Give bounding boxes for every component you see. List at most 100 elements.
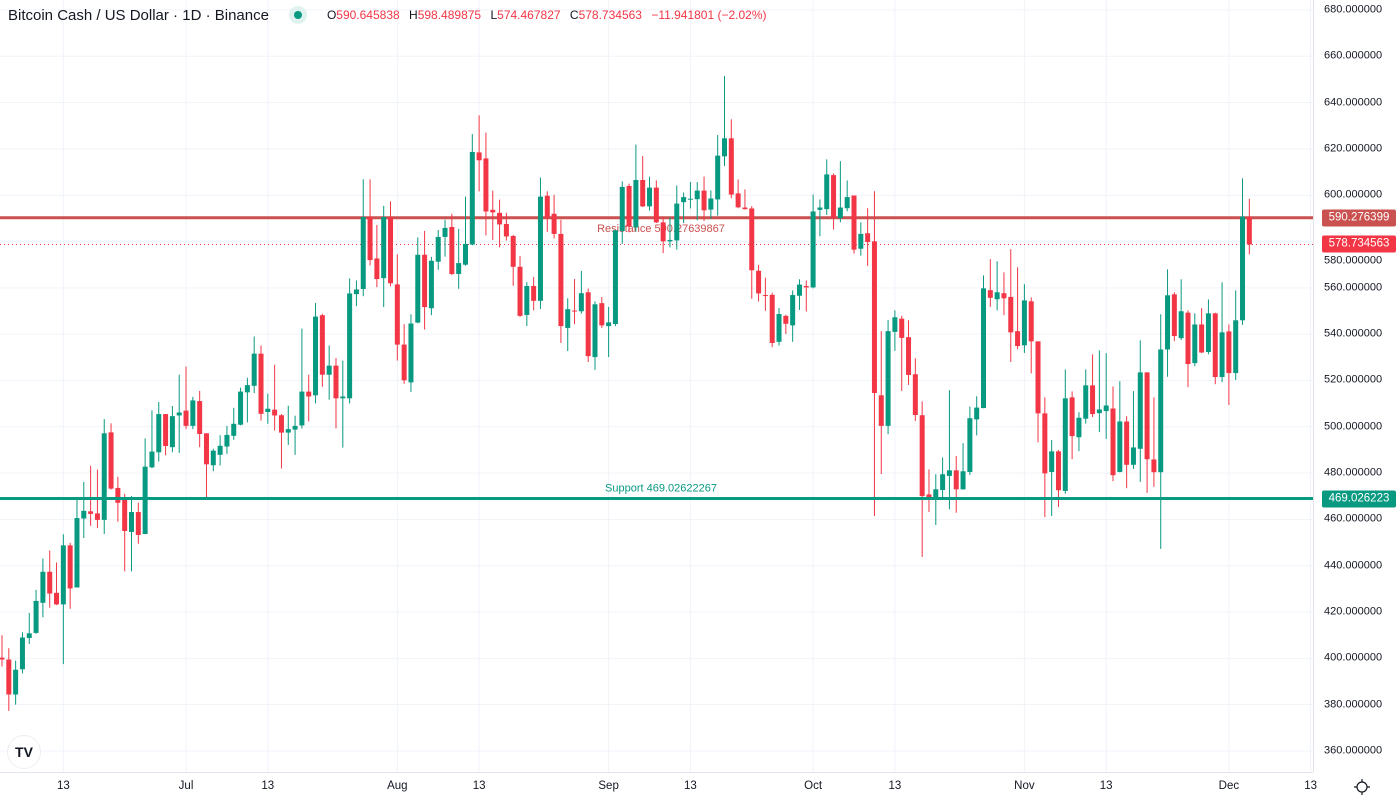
candle <box>183 366 189 430</box>
candle-body <box>810 211 816 288</box>
y-tick-label: 380.000000 <box>1324 698 1383 711</box>
time-axis[interactable]: 13 Jul 13 Aug 13 Sep 13 Oct 13 Nov 13 Dec 13 <box>0 772 1317 801</box>
candle <box>919 401 925 557</box>
candle <box>974 396 980 436</box>
candle <box>592 301 598 370</box>
candle-body <box>388 217 394 284</box>
candle-body <box>1055 451 1061 491</box>
candle <box>388 201 394 287</box>
candle <box>578 270 584 314</box>
settings-gear-icon[interactable] <box>1352 777 1372 797</box>
candle-body <box>224 434 230 447</box>
candle <box>953 455 959 513</box>
candle <box>122 493 128 572</box>
candle <box>1130 391 1136 469</box>
candle <box>640 156 646 208</box>
x-tick-label: Nov <box>1014 780 1035 792</box>
candle-body <box>1110 408 1116 476</box>
candle <box>1219 282 1225 383</box>
candle-body <box>1137 372 1143 449</box>
candle-body <box>1090 385 1096 415</box>
candle <box>1226 324 1232 406</box>
candle-body <box>1049 451 1055 472</box>
candle <box>306 374 312 422</box>
candle <box>1205 299 1211 355</box>
candle <box>101 419 107 535</box>
candle <box>1069 391 1075 460</box>
candle <box>612 230 618 327</box>
candle <box>149 410 155 469</box>
candle <box>6 648 12 711</box>
candle <box>299 328 305 429</box>
candle-body <box>694 190 700 200</box>
candle <box>1178 279 1184 340</box>
candle <box>1103 353 1109 439</box>
candle-body <box>831 175 837 218</box>
candle <box>163 414 169 456</box>
candle <box>1015 267 1021 350</box>
candle <box>715 135 721 216</box>
candle-body <box>756 270 762 294</box>
candle-body <box>374 258 380 280</box>
candle-body <box>108 432 114 489</box>
candle-body <box>203 433 209 465</box>
candle-body <box>435 236 441 262</box>
candle-body <box>142 466 148 535</box>
candle-body <box>926 494 932 499</box>
candle-body <box>994 292 1000 300</box>
candle-body <box>442 227 448 237</box>
candle-body <box>531 286 537 301</box>
candle <box>1110 386 1116 482</box>
candle-body <box>858 233 864 249</box>
candle-body <box>721 138 727 157</box>
candle <box>1090 354 1096 418</box>
candle-body <box>415 254 421 323</box>
candle-body <box>313 316 319 396</box>
candle <box>74 496 80 588</box>
candle <box>606 306 612 358</box>
candle <box>54 562 60 606</box>
candle <box>899 315 905 391</box>
candle-body <box>1144 372 1150 460</box>
candle-body <box>667 239 673 242</box>
candle-body <box>681 197 687 203</box>
candle <box>551 194 557 239</box>
candle <box>415 237 421 324</box>
x-tick-label: Aug <box>387 780 408 792</box>
candle <box>353 280 359 307</box>
candle-body <box>272 409 278 416</box>
candlestick-chart[interactable]: Resistance 590.27639867 Support 469.0262… <box>0 0 1313 772</box>
y-tick-label: 480.000000 <box>1324 466 1383 479</box>
candle <box>238 387 244 426</box>
last-price-price-tag: 578.734563 <box>1322 235 1396 253</box>
resistance-price-tag: 590.276399 <box>1322 209 1396 227</box>
candle-body <box>197 401 203 434</box>
candle <box>135 502 141 544</box>
candle-body <box>428 260 434 309</box>
candle-body <box>674 203 680 241</box>
candle-body <box>708 198 714 210</box>
candle <box>517 255 523 317</box>
candle <box>190 396 196 430</box>
candle <box>967 406 973 475</box>
candle-body <box>912 374 918 415</box>
candle <box>258 345 264 421</box>
price-axis[interactable]: 680.000000 660.000000 640.000000 620.000000… <box>1313 0 1400 772</box>
candle-body <box>558 233 564 327</box>
candle-body <box>251 353 257 386</box>
candle-body <box>824 174 830 210</box>
candle <box>0 635 5 667</box>
candle-body <box>94 513 100 520</box>
x-tick-label: 13 <box>888 780 902 792</box>
candle-body <box>647 187 653 207</box>
candle <box>251 336 257 394</box>
candle-body <box>149 451 155 468</box>
candle <box>626 183 632 233</box>
tradingview-logo-icon[interactable]: TV <box>7 735 41 769</box>
candle <box>769 292 775 348</box>
candle <box>987 259 993 307</box>
candle-body <box>285 429 291 433</box>
candle-body <box>1008 296 1014 333</box>
symbol-title[interactable]: Bitcoin Cash / US Dollar · 1D · Binance <box>8 6 269 24</box>
candle <box>13 660 19 705</box>
